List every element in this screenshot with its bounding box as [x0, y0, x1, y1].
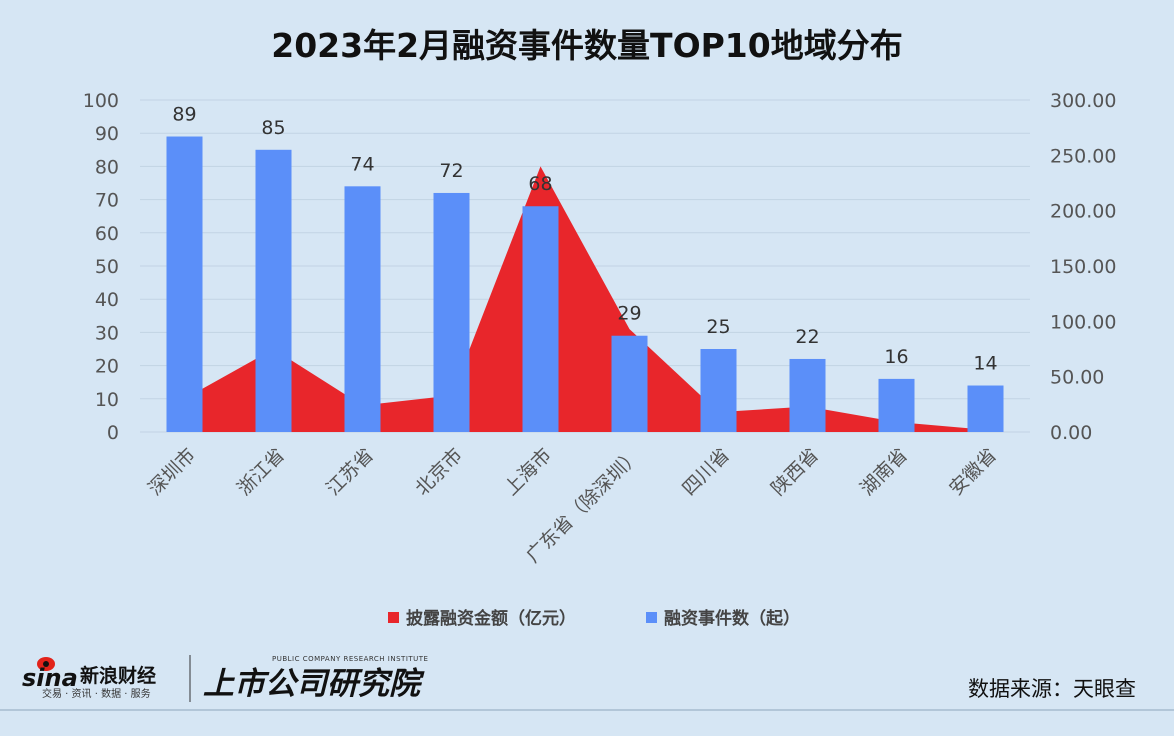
legend-swatch — [646, 612, 657, 623]
sina-subtitle: 交易 · 资讯 · 数据 · 服务 — [42, 687, 151, 700]
bar-data-label: 72 — [439, 160, 463, 182]
legend-label: 融资事件数（起） — [664, 608, 800, 629]
category-label: 北京市 — [411, 444, 467, 500]
category-label: 浙江省 — [233, 444, 289, 500]
right-tick-label: 0.00 — [1050, 422, 1092, 444]
left-tick-label: 10 — [95, 389, 119, 411]
chart-title: 2023年2月融资事件数量TOP10地域分布 — [271, 26, 902, 65]
left-tick-label: 80 — [95, 156, 119, 178]
left-tick-label: 70 — [95, 190, 119, 212]
left-tick-label: 90 — [95, 123, 119, 145]
bar-data-label: 29 — [617, 303, 641, 325]
left-tick-label: 20 — [95, 356, 119, 378]
category-label: 四川省 — [678, 444, 734, 500]
bar-data-label: 89 — [172, 104, 196, 126]
legend-label: 披露融资金额（亿元） — [406, 608, 576, 629]
research-cn-name: 上市公司研究院 — [203, 666, 425, 702]
sina-wordmark: sina — [22, 664, 78, 692]
right-tick-label: 100.00 — [1050, 311, 1116, 333]
bar-data-label: 16 — [884, 346, 908, 368]
bar — [344, 186, 381, 432]
right-tick-label: 300.00 — [1050, 90, 1116, 112]
right-axis: 0.00 50.00 100.00 150.00 200.00 250.00 300.00 — [1050, 90, 1116, 444]
bar — [611, 335, 648, 432]
bar-data-label: 25 — [706, 316, 730, 338]
bar — [878, 378, 915, 432]
bar-data-label: 85 — [261, 117, 285, 139]
right-tick-label: 150.00 — [1050, 256, 1116, 278]
data-labels: 89 85 74 72 68 29 25 22 16 14 — [172, 104, 997, 375]
bar — [255, 149, 292, 433]
left-tick-label: 40 — [95, 289, 119, 311]
data-source: 数据来源：天眼查 — [968, 677, 1136, 701]
legend: 披露融资金额（亿元） 融资事件数（起） — [388, 608, 800, 629]
right-tick-label: 50.00 — [1050, 367, 1104, 389]
sina-logo: sina 新浪财经 交易 · 资讯 · 数据 · 服务 — [22, 657, 156, 700]
bar — [789, 358, 826, 432]
bar-data-label: 22 — [795, 326, 819, 348]
left-tick-label: 100 — [83, 90, 119, 112]
category-label: 上海市 — [500, 444, 556, 500]
sina-cn-name: 新浪财经 — [80, 664, 156, 687]
category-label: 陕西省 — [767, 444, 823, 500]
bar-data-label: 68 — [528, 173, 552, 195]
bar — [700, 349, 737, 432]
research-logo: PUBLIC COMPANY RESEARCH INSTITUTE 上市公司研究… — [203, 655, 428, 702]
research-en-name: PUBLIC COMPANY RESEARCH INSTITUTE — [272, 655, 428, 663]
bar-data-label: 74 — [350, 153, 374, 175]
right-tick-label: 200.00 — [1050, 201, 1116, 223]
left-axis: 0 10 20 30 40 50 60 70 80 90 100 — [83, 90, 119, 444]
bar — [967, 385, 1004, 432]
category-label: 安徽省 — [945, 444, 1001, 500]
bar — [522, 206, 559, 432]
category-label: 湖南省 — [856, 444, 912, 500]
bar — [433, 192, 470, 432]
bar-series — [166, 136, 1004, 433]
bar — [166, 136, 203, 432]
area-fill — [184, 166, 986, 432]
bar-data-label: 14 — [973, 353, 997, 375]
left-tick-label: 30 — [95, 322, 119, 344]
legend-swatch — [388, 612, 399, 623]
category-label: 江苏省 — [322, 444, 378, 500]
right-tick-label: 250.00 — [1050, 145, 1116, 167]
area-series — [184, 166, 986, 432]
category-label: 深圳市 — [144, 444, 200, 500]
left-tick-label: 60 — [95, 223, 119, 245]
left-tick-label: 0 — [107, 422, 119, 444]
left-tick-label: 50 — [95, 256, 119, 278]
